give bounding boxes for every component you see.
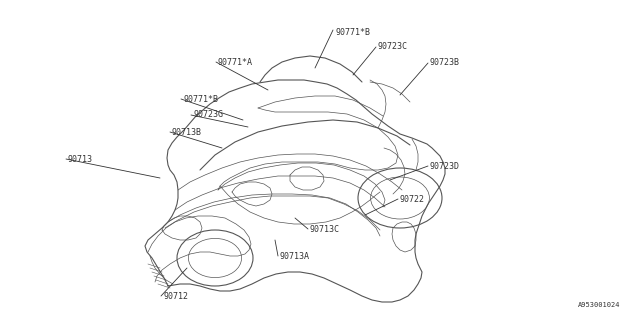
Text: 90723B: 90723B (430, 58, 460, 67)
Text: 90723C: 90723C (378, 42, 408, 51)
Text: A953001024: A953001024 (577, 302, 620, 308)
Text: 90771*B: 90771*B (183, 95, 218, 104)
Text: 90723D: 90723D (430, 162, 460, 171)
Text: 90713C: 90713C (310, 225, 340, 234)
Text: 90713A: 90713A (280, 252, 310, 261)
Text: 90713: 90713 (68, 155, 93, 164)
Text: 90771*B: 90771*B (335, 28, 370, 37)
Text: 90723G: 90723G (193, 110, 223, 119)
Text: 90771*A: 90771*A (218, 58, 253, 67)
Text: 90713B: 90713B (172, 128, 202, 137)
Text: 90712: 90712 (163, 292, 188, 301)
Text: 90722: 90722 (400, 195, 425, 204)
